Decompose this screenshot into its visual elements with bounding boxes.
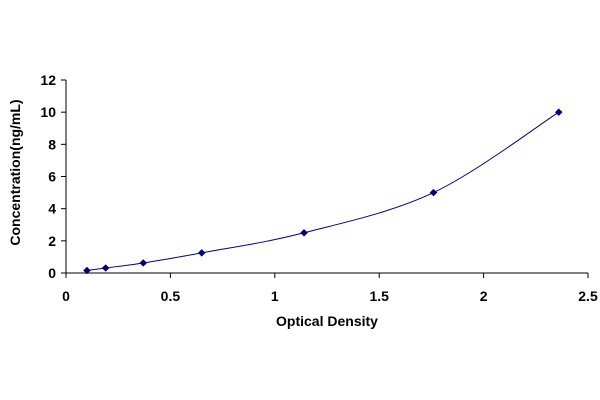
- x-tick-label: 1.5: [369, 288, 389, 304]
- y-tick-label: 0: [48, 265, 56, 281]
- y-tick-label: 4: [48, 201, 56, 217]
- y-tick-label: 6: [48, 169, 56, 185]
- y-axis-ticks: 0 2 4 6 8 10 12: [40, 72, 66, 281]
- y-tick-label: 10: [40, 104, 56, 120]
- axes: [65, 80, 588, 274]
- x-axis-title: Optical Density: [276, 313, 378, 329]
- data-point: [300, 228, 308, 237]
- x-tick-label: 0: [62, 288, 70, 304]
- data-point: [139, 259, 148, 267]
- y-tick-label: 2: [48, 233, 56, 249]
- data-point: [429, 188, 438, 197]
- x-tick-label: 2: [480, 288, 488, 304]
- y-axis-title: Concentration(ng/mL): [7, 99, 23, 245]
- x-tick-label: 1: [271, 288, 279, 304]
- data-point: [197, 249, 206, 257]
- data-point: [101, 264, 110, 272]
- data-point: [554, 108, 563, 117]
- data-point: [83, 266, 91, 275]
- x-tick-label: 2.5: [578, 288, 598, 304]
- y-tick-label: 12: [40, 72, 56, 88]
- y-tick-label: 8: [48, 136, 56, 152]
- x-axis-ticks: 0 0.5 1 1.5 2 2.5: [62, 273, 598, 304]
- x-tick-label: 0.5: [161, 288, 181, 304]
- trendline: [86, 111, 560, 271]
- plot-area: [83, 108, 563, 275]
